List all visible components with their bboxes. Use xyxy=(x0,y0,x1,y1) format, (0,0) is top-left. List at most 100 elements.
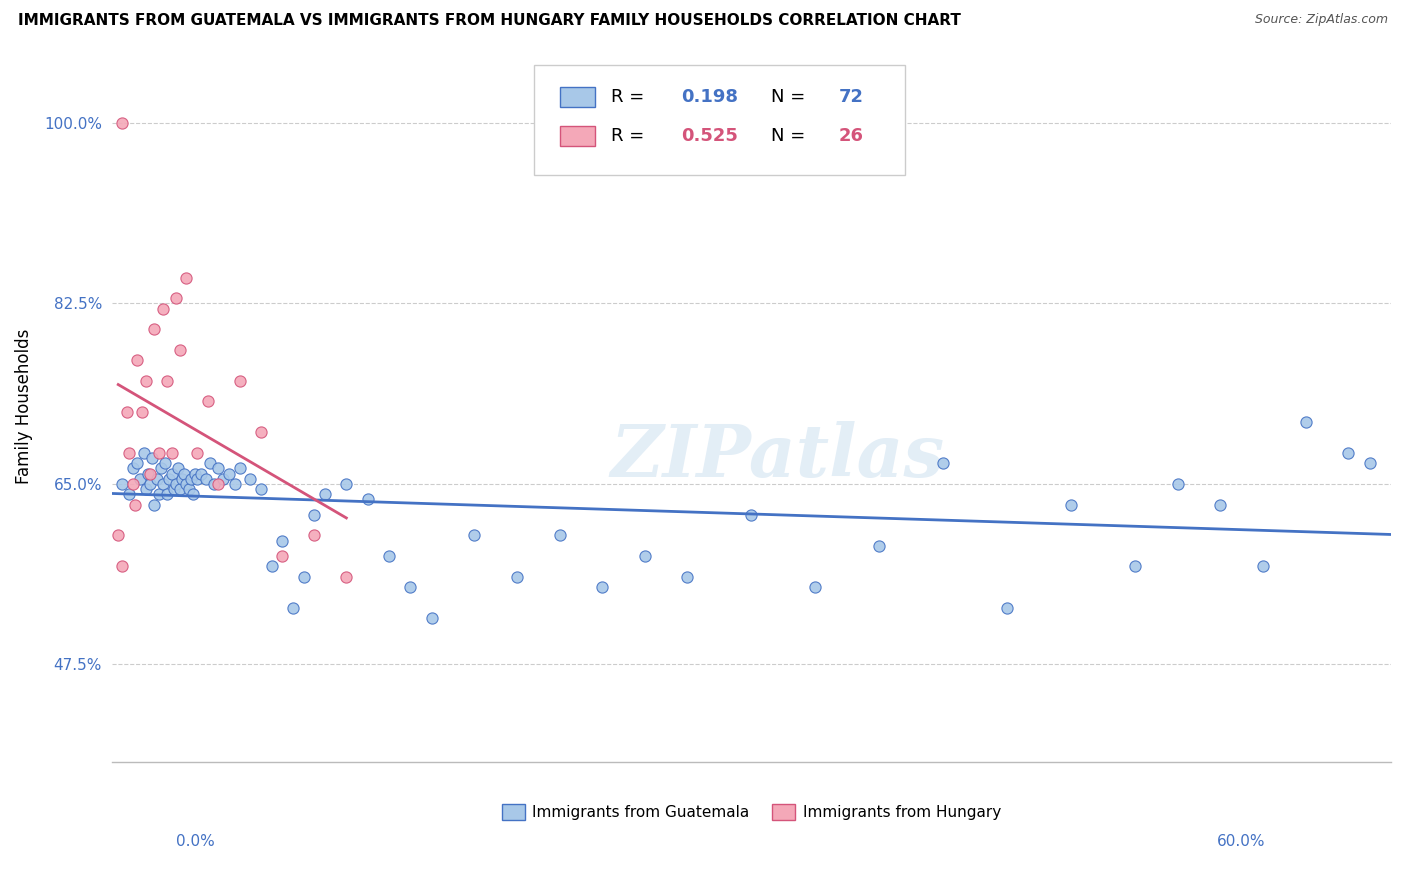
Text: R =: R = xyxy=(610,127,650,145)
Text: ZIPatlas: ZIPatlas xyxy=(610,421,943,491)
Point xyxy=(141,451,163,466)
Point xyxy=(198,456,221,470)
Point xyxy=(356,492,378,507)
Point xyxy=(1337,446,1360,460)
Point xyxy=(172,472,194,486)
Point xyxy=(122,461,145,475)
Point xyxy=(804,580,827,594)
Point xyxy=(156,487,179,501)
Point xyxy=(304,528,326,542)
Point xyxy=(184,467,207,481)
Point xyxy=(136,467,159,481)
Point xyxy=(314,487,336,501)
Point xyxy=(1167,477,1189,491)
Point xyxy=(506,570,529,584)
Point xyxy=(163,482,186,496)
Text: N =: N = xyxy=(770,88,811,106)
Point xyxy=(932,456,955,470)
Point xyxy=(127,353,149,368)
Point xyxy=(165,291,187,305)
Point xyxy=(128,472,150,486)
Point xyxy=(634,549,657,563)
Point xyxy=(194,472,217,486)
Point xyxy=(186,446,208,460)
Point xyxy=(1251,559,1274,574)
Point xyxy=(591,580,613,594)
Point xyxy=(135,482,157,496)
Point xyxy=(271,533,294,548)
Legend: Immigrants from Guatemala, Immigrants from Hungary: Immigrants from Guatemala, Immigrants fr… xyxy=(495,797,1007,826)
Point xyxy=(1060,498,1083,512)
Point xyxy=(132,446,155,460)
Point xyxy=(160,446,183,460)
Point xyxy=(148,487,170,501)
Point xyxy=(115,405,138,419)
Point xyxy=(173,467,195,481)
Bar xyxy=(560,126,595,146)
Point xyxy=(218,467,240,481)
Text: 72: 72 xyxy=(838,88,863,106)
Point xyxy=(378,549,401,563)
Point xyxy=(292,570,315,584)
Point xyxy=(224,477,246,491)
Point xyxy=(167,461,190,475)
Point xyxy=(165,477,187,491)
Point xyxy=(420,611,443,625)
Point xyxy=(868,539,890,553)
Text: 0.525: 0.525 xyxy=(681,127,738,145)
Point xyxy=(139,467,162,481)
Point xyxy=(197,394,219,409)
Point xyxy=(118,487,141,501)
Point xyxy=(399,580,422,594)
Point xyxy=(281,600,304,615)
Point xyxy=(143,498,166,512)
Point xyxy=(1358,456,1381,470)
Point xyxy=(176,270,198,285)
Point xyxy=(107,528,129,542)
Text: 60.0%: 60.0% xyxy=(1218,834,1265,849)
Point xyxy=(207,477,229,491)
Point xyxy=(207,461,229,475)
Point xyxy=(190,467,212,481)
Point xyxy=(335,570,357,584)
Point xyxy=(152,301,174,316)
Point xyxy=(160,467,183,481)
Point xyxy=(304,508,326,522)
Point xyxy=(211,472,233,486)
Point xyxy=(186,472,208,486)
Point xyxy=(463,528,485,542)
Point xyxy=(177,482,200,496)
Point xyxy=(740,508,762,522)
Point xyxy=(995,600,1018,615)
Point xyxy=(111,477,134,491)
Point xyxy=(202,477,225,491)
Point xyxy=(122,477,145,491)
Point xyxy=(180,472,202,486)
Point xyxy=(176,477,198,491)
Point xyxy=(145,472,167,486)
Point xyxy=(1209,498,1232,512)
Text: IMMIGRANTS FROM GUATEMALA VS IMMIGRANTS FROM HUNGARY FAMILY HOUSEHOLDS CORRELATI: IMMIGRANTS FROM GUATEMALA VS IMMIGRANTS … xyxy=(18,13,962,29)
Point xyxy=(239,472,262,486)
Point xyxy=(139,477,162,491)
Point xyxy=(676,570,699,584)
Point xyxy=(335,477,357,491)
Point xyxy=(118,446,141,460)
Text: 0.198: 0.198 xyxy=(681,88,738,106)
Y-axis label: Family Households: Family Households xyxy=(15,329,32,484)
Text: 26: 26 xyxy=(838,127,863,145)
Point xyxy=(149,461,172,475)
Point xyxy=(127,456,149,470)
Point xyxy=(1123,559,1146,574)
Point xyxy=(157,472,180,486)
Point xyxy=(111,116,134,130)
Point xyxy=(169,482,191,496)
Text: Source: ZipAtlas.com: Source: ZipAtlas.com xyxy=(1254,13,1388,27)
Point xyxy=(1295,415,1317,429)
Point xyxy=(156,374,179,388)
Point xyxy=(271,549,294,563)
Point xyxy=(181,487,204,501)
Text: R =: R = xyxy=(610,88,650,106)
Bar xyxy=(560,87,595,107)
Point xyxy=(131,405,153,419)
